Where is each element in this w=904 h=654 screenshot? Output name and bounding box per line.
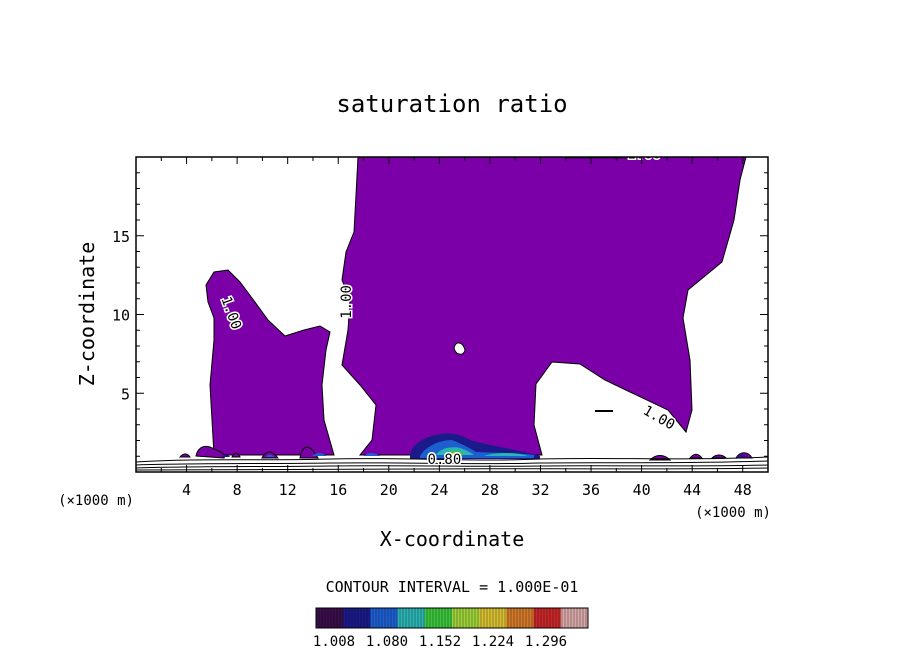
y-tick-label: 15	[112, 228, 130, 246]
x-tick-label: 44	[683, 481, 701, 499]
chart-title: saturation ratio	[336, 90, 567, 118]
x-tick-label: 48	[734, 481, 752, 499]
colorbar-tick-label: 1.296	[525, 634, 567, 650]
colorbar	[315, 607, 589, 629]
low-band-right	[648, 452, 753, 461]
x-tick-label: 36	[582, 481, 600, 499]
x-tick-label: 16	[329, 481, 347, 499]
clear-hole	[453, 342, 466, 355]
colorbar-frame	[315, 607, 589, 629]
y-axis-ticks: 5 10 15	[112, 172, 768, 457]
x-tick-label: 8	[233, 481, 242, 499]
x-unit-left: (×1000 m)	[58, 493, 134, 509]
x-axis-label: X-coordinate	[380, 527, 525, 551]
x-tick-label: 24	[430, 481, 448, 499]
x-tick-label: 20	[380, 481, 398, 499]
low-band-left	[178, 445, 319, 459]
surface-contour-lines	[136, 456, 768, 471]
x-tick-label: 40	[633, 481, 651, 499]
contour-label: 0.80	[428, 452, 462, 468]
x-tick-label: 32	[531, 481, 549, 499]
x-tick-label: 28	[481, 481, 499, 499]
colorbar-segment	[424, 608, 453, 628]
colorbar-segment	[316, 608, 344, 628]
contour-interval-label: CONTOUR INTERVAL = 1.000E-01	[326, 578, 579, 596]
colorbar-tick-label: 1.152	[419, 634, 461, 650]
supersaturated-region-left	[205, 269, 335, 456]
colorbar-tick-label: 1.008	[313, 634, 355, 650]
high-value-patch	[222, 433, 748, 459]
y-axis-label: Z-coordinate	[75, 242, 99, 387]
y-tick-label: 10	[112, 307, 130, 325]
x-axis-ticks: 4 8 12 16 20 24 28 32 36 40 44 48	[160, 157, 752, 499]
contour-label: 1.00	[627, 147, 661, 163]
y-tick-label: 5	[121, 385, 130, 403]
colorbar-tick-labels: 1.008 1.080 1.152 1.224 1.296	[313, 634, 567, 650]
contour-field: 1.001.00 1.001.000.80	[136, 147, 768, 471]
x-unit-right: (×1000 m)	[695, 505, 771, 521]
contour-label: 1.00	[339, 285, 355, 319]
x-tick-label: 4	[182, 481, 191, 499]
colorbar-tick-label: 1.080	[366, 634, 408, 650]
colorbar-segment	[533, 608, 562, 628]
colorbar-tick-label: 1.224	[472, 634, 514, 650]
colorbar-segment	[397, 608, 426, 628]
supersaturated-region-main	[341, 157, 747, 456]
x-tick-label: 12	[279, 481, 297, 499]
